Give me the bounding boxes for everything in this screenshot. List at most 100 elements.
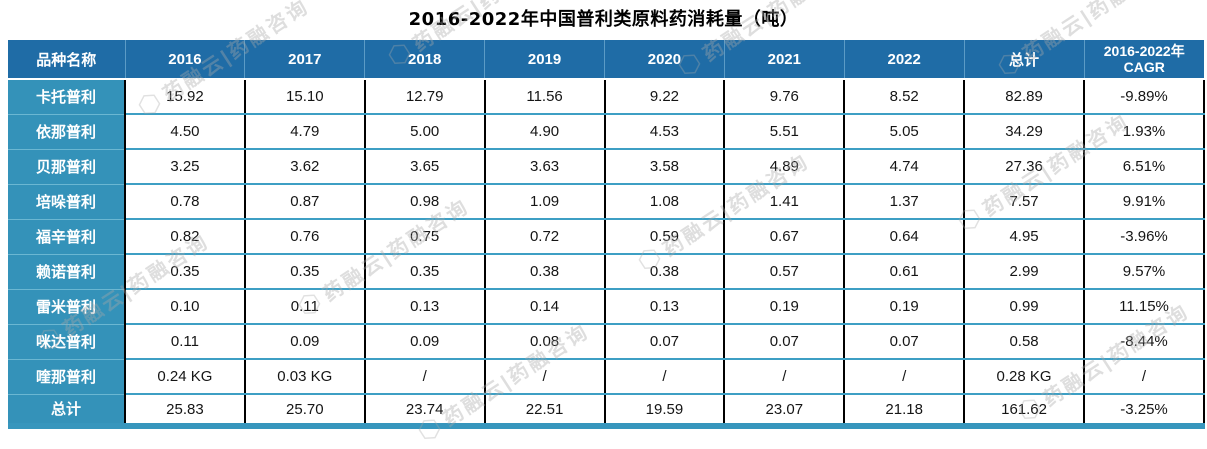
table-row: 卡托普利 15.92 15.10 12.79 11.56 9.22 9.76 8.52 82.8…	[8, 79, 1205, 115]
data-cell: 0.75	[364, 219, 486, 255]
data-cell: 3.65	[364, 149, 486, 185]
table-row: 赖诺普利 0.35 0.35 0.35 0.38 0.38 0.57 0.61 2.99 9.57…	[8, 254, 1205, 290]
data-cell: 0.35	[125, 254, 246, 290]
header-col-4: 2019	[484, 40, 605, 80]
data-cell: /	[724, 359, 846, 395]
data-cell: 0.99	[964, 289, 1085, 325]
row-label: 赖诺普利	[8, 254, 126, 290]
row-label: 雷米普利	[8, 289, 126, 325]
table-header-row: 品种名称 2016 2017 2018 2019 2020 2021 2022 总计 2016-2…	[8, 40, 1204, 80]
data-cell: 15.10	[244, 79, 366, 115]
data-cell: 23.07	[724, 394, 846, 429]
data-cell: 6.51%	[1084, 149, 1205, 185]
data-cell: 0.78	[125, 184, 246, 220]
data-cell: 0.28 KG	[964, 359, 1085, 395]
data-cell: 12.79	[364, 79, 486, 115]
data-cell: 4.95	[964, 219, 1085, 255]
data-cell: 4.79	[244, 114, 366, 150]
data-cell: -9.89%	[1084, 79, 1205, 115]
header-col-5: 2020	[604, 40, 725, 80]
data-cell: 0.98	[364, 184, 486, 220]
data-cell: 0.19	[844, 289, 966, 325]
data-cell: -3.96%	[1084, 219, 1205, 255]
data-cell: -8.44%	[1084, 324, 1205, 360]
data-cell: 0.35	[244, 254, 366, 290]
data-cell: 0.64	[844, 219, 966, 255]
header-col-7: 2022	[844, 40, 965, 80]
data-cell: 0.10	[125, 289, 246, 325]
header-variety-name: 品种名称	[8, 40, 126, 80]
data-cell: 0.57	[724, 254, 846, 290]
data-cell: 1.41	[724, 184, 846, 220]
data-cell: 3.63	[484, 149, 606, 185]
data-cell: 0.35	[364, 254, 486, 290]
data-cell: 0.87	[244, 184, 366, 220]
data-cell: /	[844, 359, 966, 395]
data-cell: 0.38	[484, 254, 606, 290]
row-label: 喹那普利	[8, 359, 126, 395]
row-label: 培哚普利	[8, 184, 126, 220]
data-cell: 0.11	[244, 289, 366, 325]
data-cell: 15.92	[125, 79, 246, 115]
data-cell: 0.13	[604, 289, 726, 325]
row-label: 总计	[8, 394, 126, 429]
data-cell: 4.90	[484, 114, 606, 150]
data-cell: 1.37	[844, 184, 966, 220]
data-cell: 22.51	[484, 394, 606, 429]
data-cell: 11.15%	[1084, 289, 1205, 325]
data-cell: 23.74	[364, 394, 486, 429]
data-cell: 0.14	[484, 289, 606, 325]
data-cell: 1.09	[484, 184, 606, 220]
data-cell: 161.62	[964, 394, 1085, 429]
data-cell: 5.00	[364, 114, 486, 150]
table-row: 贝那普利 3.25 3.62 3.65 3.63 3.58 4.89 4.74 27.36 6.5…	[8, 149, 1205, 185]
row-label: 咪达普利	[8, 324, 126, 360]
data-cell: 7.57	[964, 184, 1085, 220]
table-row: 依那普利 4.50 4.79 5.00 4.90 4.53 5.51 5.05 34.29 1.9…	[8, 114, 1205, 150]
data-cell: 0.09	[244, 324, 366, 360]
table-row: 喹那普利 0.24 KG 0.03 KG / / / //0.28 KG /	[8, 359, 1205, 395]
chart-title: 2016-2022年中国普利类原料药消耗量（吨）	[408, 9, 799, 30]
data-cell: 9.57%	[1084, 254, 1205, 290]
data-cell: 0.07	[724, 324, 846, 360]
data-cell: 0.09	[364, 324, 486, 360]
header-col-6: 2021	[724, 40, 845, 80]
header-cagr: 2016-2022年 CAGR	[1084, 40, 1204, 80]
data-cell: 3.25	[125, 149, 246, 185]
data-cell: 8.52	[844, 79, 966, 115]
data-cell: 0.59	[604, 219, 726, 255]
data-cell: 9.91%	[1084, 184, 1205, 220]
data-cell: 21.18	[844, 394, 966, 429]
data-cell: 5.05	[844, 114, 966, 150]
data-cell: 9.76	[724, 79, 846, 115]
data-cell: 0.58	[964, 324, 1085, 360]
data-cell: 5.51	[724, 114, 846, 150]
data-cell: 0.07	[844, 324, 966, 360]
data-cell: /	[484, 359, 606, 395]
data-cell: 4.50	[125, 114, 246, 150]
data-cell: 0.76	[244, 219, 366, 255]
table-row: 雷米普利 0.10 0.11 0.13 0.14 0.13 0.19 0.19 0.99 11.1…	[8, 289, 1205, 325]
data-cell: 27.36	[964, 149, 1085, 185]
data-cell: 25.83	[125, 394, 246, 429]
table-row: 咪达普利 0.11 0.09 0.09 0.08 0.07 0.07 0.07 0.58 -8.4…	[8, 324, 1205, 360]
data-cell: 3.62	[244, 149, 366, 185]
data-cell: 0.19	[724, 289, 846, 325]
data-cell: 9.22	[604, 79, 726, 115]
data-cell: 3.58	[604, 149, 726, 185]
data-cell: 0.07	[604, 324, 726, 360]
header-col-2: 2017	[244, 40, 366, 80]
data-cell: 0.38	[604, 254, 726, 290]
data-cell: /	[1084, 359, 1205, 395]
data-cell: 2.99	[964, 254, 1085, 290]
row-label: 福辛普利	[8, 219, 126, 255]
data-cell: 4.89	[724, 149, 846, 185]
data-cell: 0.24 KG	[125, 359, 246, 395]
data-cell: /	[604, 359, 726, 395]
table-row: 培哚普利 0.78 0.87 0.98 1.09 1.08 1.41 1.37 7.57 9.91…	[8, 184, 1205, 220]
data-cell: 82.89	[964, 79, 1085, 115]
data-cell: 0.03 KG	[244, 359, 366, 395]
header-col-1: 2016	[125, 40, 246, 80]
table-row: 福辛普利 0.82 0.76 0.75 0.72 0.59 0.67 0.64 4.95 -3.9…	[8, 219, 1205, 255]
data-cell: 11.56	[484, 79, 606, 115]
